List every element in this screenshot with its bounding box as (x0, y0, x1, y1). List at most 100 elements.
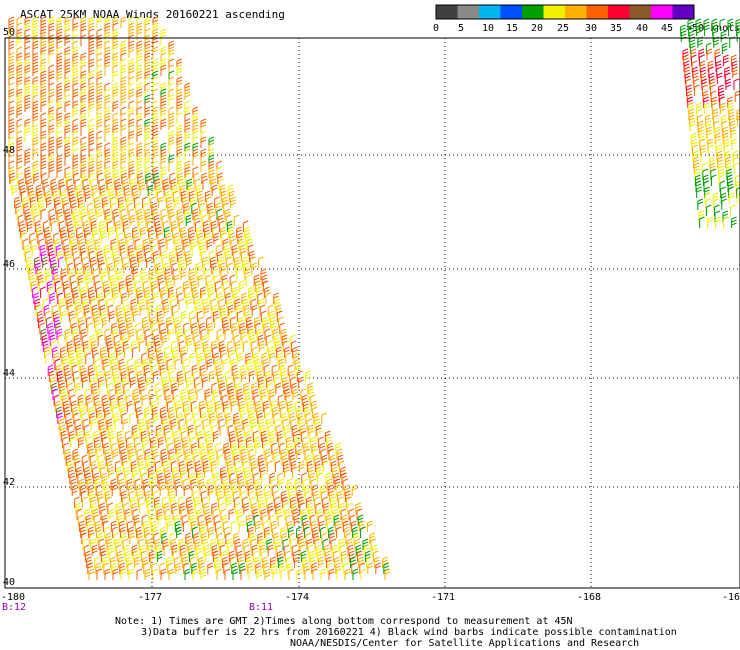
wind-barb (145, 412, 151, 424)
wind-barb (61, 232, 67, 244)
wind-barb (184, 370, 191, 382)
wind-barb (170, 496, 176, 508)
wind-barb (212, 430, 219, 442)
wind-barb (221, 472, 227, 484)
wind-barb (24, 58, 31, 70)
wind-barb (244, 388, 251, 400)
wind-barb (149, 274, 156, 286)
wind-barb (218, 178, 225, 190)
wind-barb (712, 108, 719, 120)
wind-barb (226, 256, 232, 268)
wind-barb (154, 538, 161, 550)
wind-barb (208, 208, 215, 220)
wind-barb (120, 136, 127, 148)
wind-barb (129, 214, 136, 226)
wind-barb (152, 76, 159, 88)
wind-barb (223, 442, 229, 454)
wind-barb (99, 544, 106, 556)
wind-barb (22, 238, 29, 250)
wind-barb (250, 460, 257, 472)
wind-barb (52, 346, 58, 358)
wind-barb (110, 358, 117, 370)
wind-barb (112, 568, 119, 580)
wind-barb (218, 340, 225, 352)
wind-barb (338, 538, 345, 550)
wind-barb (696, 24, 702, 36)
wind-barb (188, 550, 195, 562)
wind-barb (236, 388, 243, 400)
wind-barb (200, 124, 207, 136)
wind-barb (205, 274, 212, 286)
wind-barb (160, 82, 167, 94)
wind-barb (285, 394, 292, 406)
wind-barb (64, 82, 71, 94)
wind-barb (688, 24, 694, 36)
wind-barb (109, 274, 116, 286)
wind-barb (144, 82, 151, 94)
wind-barb (87, 244, 94, 256)
wind-barb (118, 400, 125, 412)
wind-barb (145, 292, 151, 304)
wind-barb (240, 328, 247, 340)
wind-barb (156, 310, 163, 322)
wind-barb (52, 268, 59, 280)
wind-barb (210, 418, 217, 430)
wind-barb (74, 220, 81, 232)
wind-barb (147, 304, 154, 316)
wind-barb (216, 448, 223, 460)
wind-barb (206, 436, 212, 448)
wind-barb (285, 514, 292, 526)
wind-barb (193, 172, 199, 184)
wind-barb (111, 484, 118, 496)
wind-barb (99, 184, 106, 196)
wind-barb (224, 490, 231, 502)
wind-barb (167, 484, 174, 496)
wind-barb (70, 238, 77, 250)
wind-barb (94, 196, 100, 208)
wind-barb (8, 58, 15, 70)
wind-barb (282, 418, 289, 430)
wind-barb (259, 544, 266, 556)
wind-barb (277, 394, 284, 406)
wind-barb (72, 88, 79, 100)
wind-barb (250, 418, 257, 430)
wind-barb (302, 520, 309, 532)
wind-barb (263, 562, 269, 574)
wind-barb (135, 202, 141, 214)
wind-barb (82, 220, 89, 232)
wind-barb (73, 334, 80, 346)
wind-barb (730, 126, 736, 138)
wind-barb (64, 142, 71, 154)
wind-barb (137, 532, 143, 544)
wind-barb (92, 508, 99, 520)
wind-barb (73, 214, 80, 226)
wind-barb (100, 226, 106, 238)
wind-barb (271, 484, 278, 496)
wind-barb (164, 226, 170, 238)
wind-barb (233, 454, 240, 466)
wind-barb (262, 316, 268, 328)
wind-barb (48, 136, 55, 148)
wind-barb (201, 532, 207, 544)
wind-barb (139, 544, 146, 556)
wind-barb (176, 166, 183, 178)
wind-barb (43, 184, 50, 196)
wind-barb (184, 328, 191, 340)
wind-barb (172, 226, 178, 238)
wind-barb (364, 550, 371, 562)
wind-barb (296, 406, 302, 418)
wind-barb (120, 406, 126, 418)
wind-barb (23, 202, 29, 214)
wind-barb (343, 484, 350, 496)
wind-barb (102, 358, 109, 370)
wind-barb (692, 150, 699, 162)
wind-barb (144, 490, 151, 502)
wind-barb (48, 88, 55, 100)
wind-barb (211, 304, 218, 316)
wind-barb (146, 496, 152, 508)
wind-barb (16, 166, 23, 178)
wind-barb (54, 196, 60, 208)
wind-barb (195, 424, 202, 436)
wind-barb (719, 180, 726, 192)
wind-barb (38, 238, 45, 250)
